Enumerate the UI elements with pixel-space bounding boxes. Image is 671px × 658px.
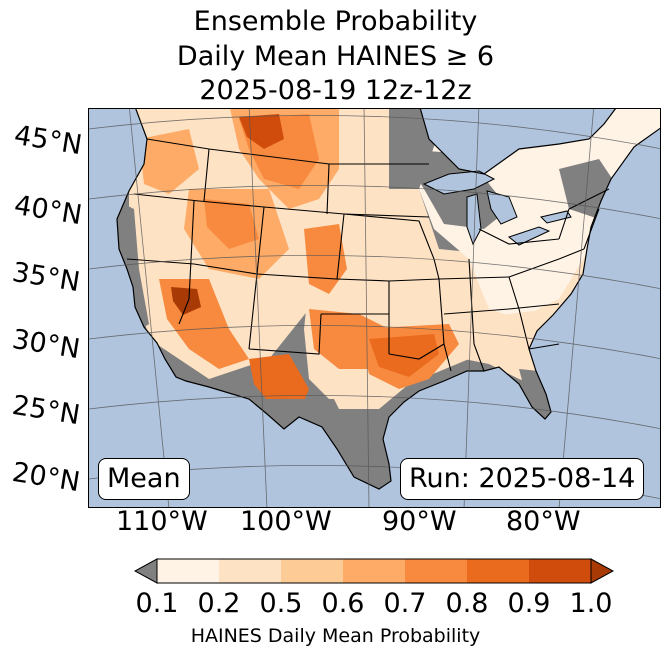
map-frame bbox=[88, 108, 661, 508]
region-west-coast-gray bbox=[117, 199, 149, 334]
colorbar-over-arrow bbox=[590, 558, 615, 584]
cbar-tick-3: 0.6 bbox=[321, 588, 365, 619]
region-nv-az-border bbox=[171, 287, 201, 315]
map-canvas bbox=[89, 109, 660, 507]
title-line-1: Ensemble Probability bbox=[193, 6, 478, 37]
lat-label-40: 40°N bbox=[12, 189, 85, 232]
region-colorado bbox=[304, 224, 347, 294]
cbar-tick-6: 0.9 bbox=[507, 588, 551, 619]
colorbar-segment bbox=[219, 559, 281, 583]
run-date-label: Run: 2025-08-14 bbox=[400, 458, 645, 500]
colorbar-segment bbox=[529, 559, 591, 583]
colorbar-segment bbox=[343, 559, 405, 583]
colorbar bbox=[133, 558, 615, 584]
cbar-tick-1: 0.2 bbox=[197, 588, 241, 619]
lon-label-80w: 80°W bbox=[506, 506, 581, 537]
title-line-2: Daily Mean HAINES ≥ 6 bbox=[176, 41, 495, 72]
lat-label-35: 35°N bbox=[10, 256, 83, 299]
cbar-tick-4: 0.7 bbox=[383, 588, 427, 619]
lat-label-45: 45°N bbox=[12, 119, 85, 162]
lake-erie bbox=[507, 226, 551, 246]
colorbar-label: HAINES Daily Mean Probability bbox=[190, 625, 481, 647]
title-line-3: 2025-08-19 12z-12z bbox=[199, 75, 472, 106]
mean-label: Mean bbox=[98, 458, 190, 500]
colorbar-segment bbox=[467, 559, 529, 583]
lat-label-30: 30°N bbox=[10, 323, 83, 366]
lat-label-20: 20°N bbox=[10, 456, 83, 499]
lake-huron bbox=[486, 190, 518, 225]
lon-label-90w: 90°W bbox=[382, 506, 457, 537]
colorbar-segment bbox=[405, 559, 467, 583]
colorbar-under-arrow bbox=[133, 558, 158, 584]
cbar-tick-0: 0.1 bbox=[135, 588, 179, 619]
region-lower-mississippi-core bbox=[369, 334, 439, 377]
lat-label-25: 25°N bbox=[10, 389, 83, 432]
colorbar-border bbox=[156, 558, 592, 584]
lon-label-110w: 110°W bbox=[116, 506, 208, 537]
cbar-tick-7: 1.0 bbox=[569, 588, 613, 619]
colorbar-segment bbox=[281, 559, 343, 583]
region-utah-core bbox=[204, 199, 259, 249]
cbar-tick-5: 0.8 bbox=[445, 588, 489, 619]
lake-ontario bbox=[540, 210, 572, 224]
cbar-tick-2: 0.5 bbox=[259, 588, 303, 619]
colorbar-segment bbox=[157, 559, 219, 583]
lon-label-100w: 100°W bbox=[240, 506, 332, 537]
region-florida-gray bbox=[519, 369, 551, 417]
region-montana-core bbox=[239, 114, 284, 149]
